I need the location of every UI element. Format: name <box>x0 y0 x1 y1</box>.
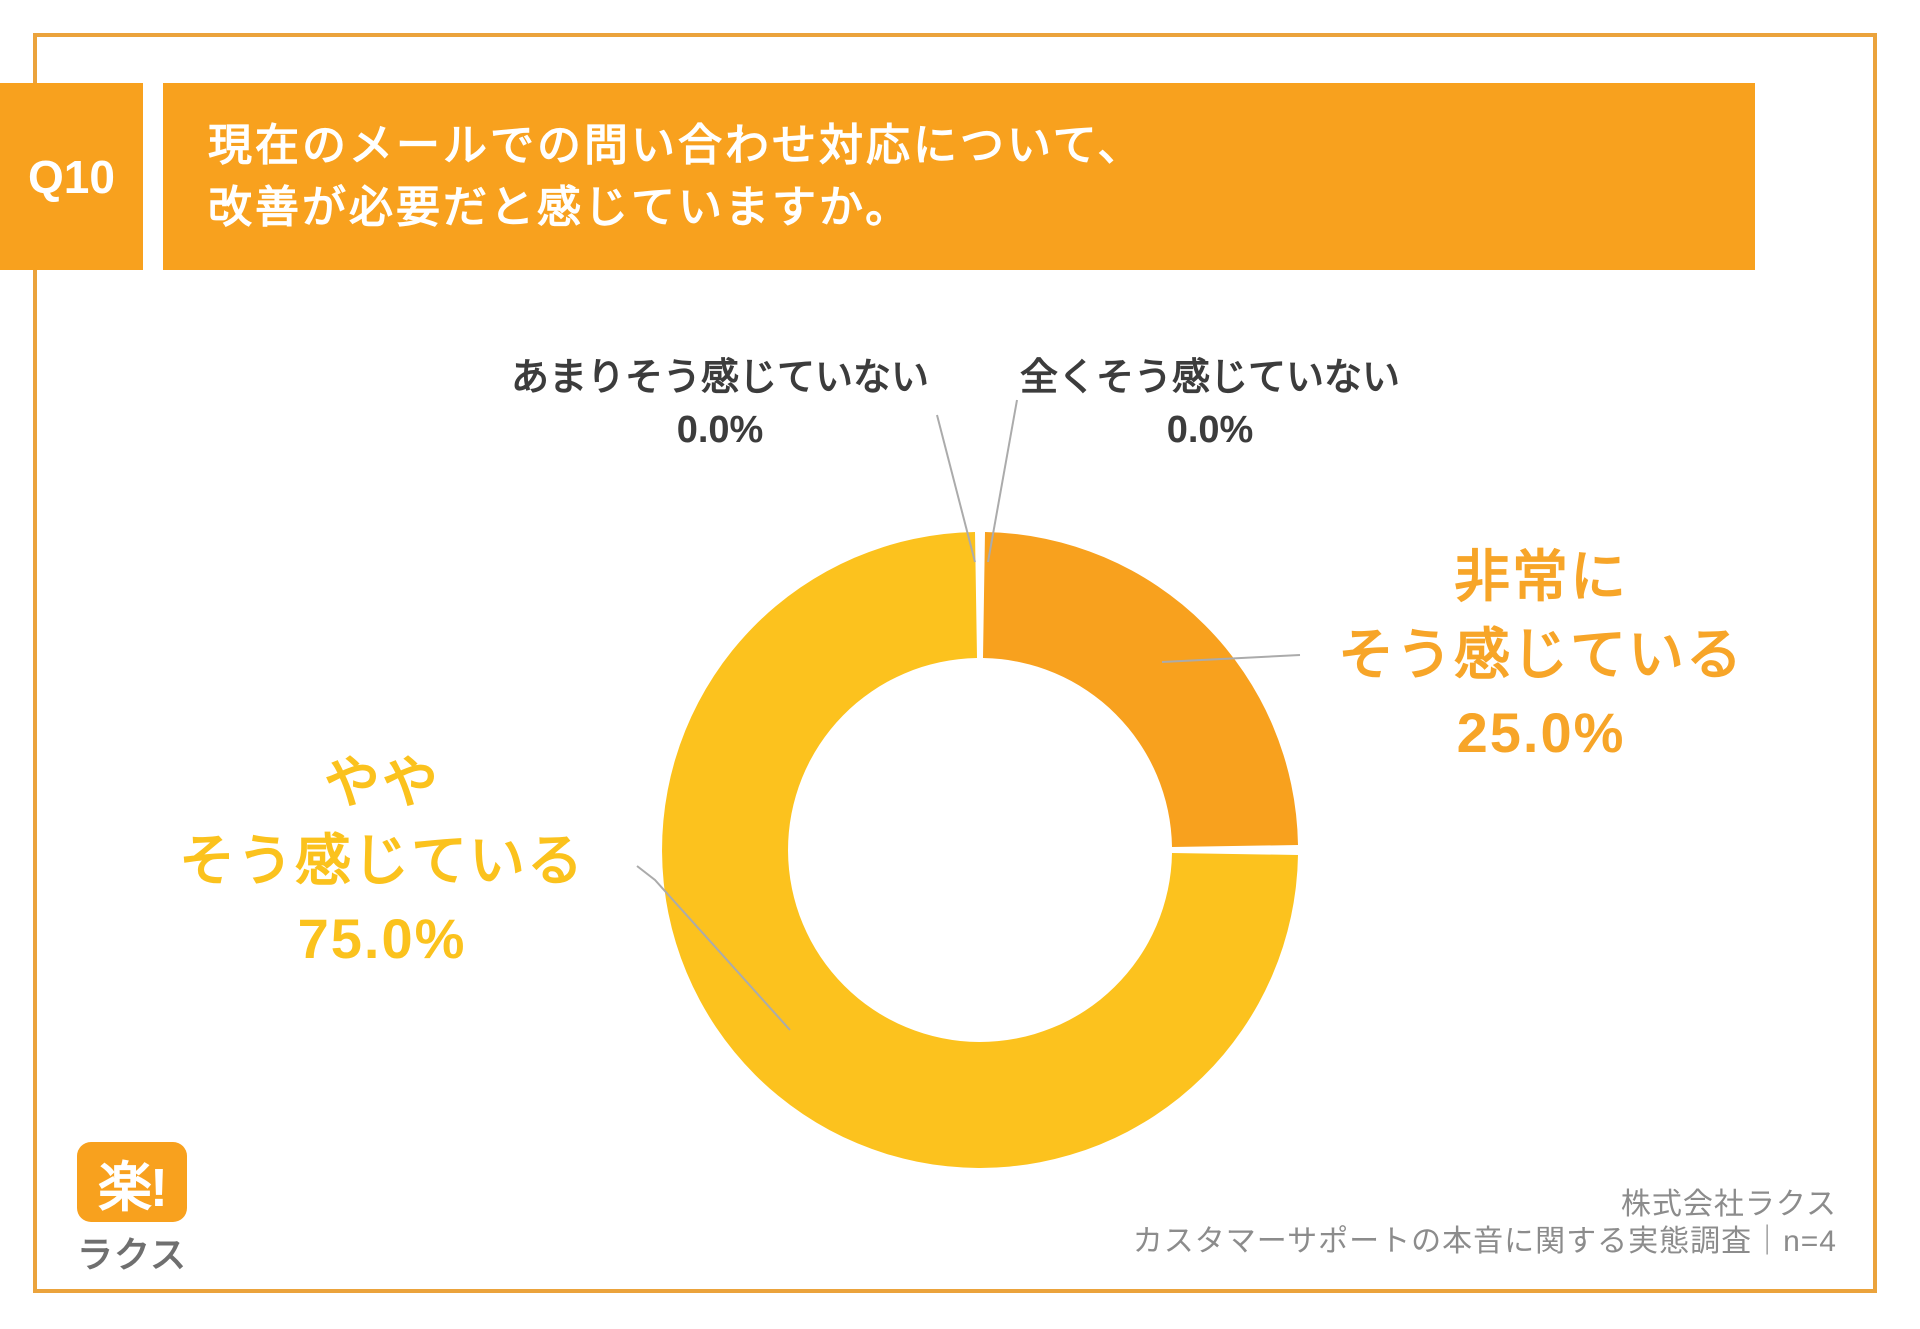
page-border-frame <box>33 33 1877 1293</box>
callout-not-really: あまりそう感じていない 0.0% <box>470 352 970 456</box>
question-number-badge: Q10 <box>0 83 143 270</box>
rakus-logo-glyph: 楽! <box>98 1157 168 1218</box>
leader-line-somewhat <box>636 865 791 1031</box>
callout-not-at-all: 全くそう感じていない 0.0% <box>960 352 1460 456</box>
question-text-line1: 現在のメールでの問い合わせ対応について、 <box>208 120 1145 170</box>
callout-somewhat-agree: やや そう感じている 75.0% <box>122 744 642 978</box>
rakus-logo-name: ラクス <box>77 1234 187 1275</box>
segment-strongly-agree-25pct <box>983 532 1298 847</box>
rakus-logo-mark: 楽! <box>77 1142 187 1222</box>
callout-strongly-line1: 非常に <box>1454 545 1628 608</box>
leader-line-not-at-all <box>987 399 1018 563</box>
callout-strongly-value: 25.0% <box>1456 701 1626 764</box>
footer-survey-title: カスタマーサポートの本音に関する実態調査｜n=4 <box>1132 1225 1837 1258</box>
leader-line-not-really <box>936 414 976 563</box>
callout-not-at-all-value: 0.0% <box>1166 409 1254 451</box>
callout-not-really-value: 0.0% <box>676 409 764 451</box>
question-title-bar: 現在のメールでの問い合わせ対応について、 改善が必要だと感じていますか。 <box>163 83 1755 270</box>
callout-not-at-all-label: 全くそう感じていない <box>1019 357 1400 399</box>
question-text-line2: 改善が必要だと感じていますか。 <box>208 182 913 232</box>
callout-somewhat-line1: やや <box>324 751 440 814</box>
question-number: Q10 <box>28 150 115 203</box>
footer-company: 株式会社ラクス <box>1620 1188 1837 1221</box>
callout-somewhat-line2: そう感じている <box>179 829 585 892</box>
segment-somewhat-agree-75pct <box>662 532 1298 1168</box>
callout-strongly-agree: 非常に そう感じている 25.0% <box>1281 538 1801 772</box>
leader-line-strongly <box>1161 654 1301 663</box>
callout-somewhat-value: 75.0% <box>297 907 467 970</box>
footer-credit: 株式会社ラクス カスタマーサポートの本音に関する実態調査｜n=4 <box>1133 1186 1837 1260</box>
callout-strongly-line2: そう感じている <box>1338 623 1744 686</box>
callout-not-really-label: あまりそう感じていない <box>510 357 929 399</box>
